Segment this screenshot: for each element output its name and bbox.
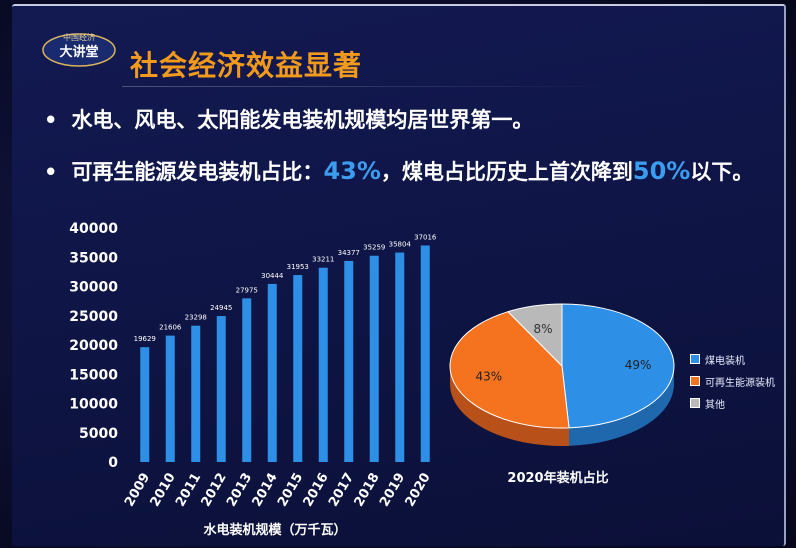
bar-value-label: 19629: [134, 335, 156, 343]
bar-2019: [395, 252, 405, 462]
x-tick-label: 2015: [275, 471, 306, 510]
legend-label: 可再生能源装机: [705, 377, 775, 389]
bar-2016: [318, 267, 328, 462]
legend-label: 煤电装机: [705, 355, 745, 367]
y-tick-label: 25000: [69, 309, 118, 325]
legend-item: 其他: [690, 392, 775, 414]
title-underline: [122, 86, 622, 87]
bar-value-label: 27975: [236, 286, 258, 294]
x-tick-label: 2011: [173, 471, 204, 510]
y-tick-label: 35000: [69, 250, 118, 266]
bar-2012: [216, 316, 226, 462]
y-tick-label: 10000: [69, 397, 118, 413]
bar-value-label: 33211: [312, 256, 334, 264]
legend-swatch: [690, 376, 700, 386]
bar-2011: [191, 325, 201, 462]
pie-slice-可再生能源装机: [449, 311, 570, 429]
bullet-world-first: • 水电、风电、太阳能发电装机规模均居世界第一。: [44, 104, 533, 134]
bullet-dot: •: [44, 160, 58, 184]
x-tick-label: 2019: [377, 471, 408, 510]
bar-value-label: 35259: [363, 244, 385, 252]
bar-2015: [293, 275, 303, 462]
y-tick-label: 0: [108, 455, 118, 471]
bar-2013: [242, 298, 252, 462]
y-tick-label: 5000: [79, 426, 118, 442]
pie-value-label: 43%: [476, 370, 503, 384]
x-tick-label: 2009: [122, 471, 153, 510]
legend-swatch: [690, 354, 700, 364]
legend-swatch: [690, 398, 700, 408]
y-tick-label: 30000: [69, 280, 118, 296]
x-tick-label: 2010: [148, 471, 179, 510]
bar-2009: [140, 347, 150, 462]
slide-title: 社会经济效益显著: [130, 49, 363, 82]
bar-value-label: 21606: [159, 324, 182, 332]
bar-2017: [344, 260, 354, 462]
bullet2-suffix: 以下。: [690, 160, 754, 184]
x-tick-label: 2017: [326, 471, 357, 510]
pie-side-1: [450, 366, 570, 446]
pie-slice-其他: [507, 303, 563, 368]
pie-side-0: [569, 366, 674, 446]
bullet-renewable-share: • 可再生能源发电装机占比：43%，煤电占比历史上首次降到50%以下。: [44, 156, 753, 186]
x-tick-label: 2018: [352, 471, 383, 510]
x-axis-title: 水电装机规模（万千瓦）: [203, 522, 346, 538]
y-tick-label: 40000: [69, 221, 118, 237]
coal-share-value: 50%: [632, 157, 691, 185]
x-tick-label: 2014: [250, 471, 281, 510]
legend-item: 煤电装机: [690, 348, 775, 370]
pie-value-label: 8%: [534, 322, 553, 336]
renewable-share-value: 43%: [323, 157, 381, 185]
legend-label: 其他: [705, 399, 725, 411]
hydro-capacity-bar-chart: 0 5000 10000 15000 20000 25000 30000 35000 40000…: [69, 221, 437, 538]
bar-value-label: 30444: [261, 272, 284, 280]
program-logo: 中国经济 大讲堂: [42, 32, 116, 67]
bar-2018: [369, 255, 379, 462]
bar-2020: [420, 245, 430, 462]
bullet1-text: 水电、风电、太阳能发电装机规模均居世界第一。: [71, 108, 534, 132]
y-tick-label: 15000: [69, 367, 118, 383]
bullet-dot: •: [44, 108, 58, 132]
x-tick-label: 2012: [199, 471, 230, 510]
bullet2-middle: ，煤电占比历史上首次降到: [380, 160, 633, 184]
slide-screen: 中国经济 大讲堂 社会经济效益显著 • 水电、风电、太阳能发电装机规模均居世界第一…: [12, 4, 786, 546]
bar-value-label: 31953: [287, 263, 309, 271]
legend-item: 可再生能源装机: [690, 370, 775, 392]
bar-2014: [267, 283, 277, 462]
installed-capacity-pie-chart: 49% 43% 8% 2020年装机占比: [449, 303, 675, 486]
x-tick-label: 2020: [403, 471, 434, 510]
x-tick-label: 2016: [301, 471, 332, 510]
x-tick-label: 2013: [224, 471, 255, 510]
logo-text: 大讲堂: [59, 44, 98, 60]
y-tick-label: 20000: [69, 338, 118, 354]
pie-title: 2020年装机占比: [507, 470, 608, 486]
pie-legend: 煤电装机可再生能源装机 其他: [690, 348, 775, 414]
bar-value-label: 34377: [338, 249, 360, 257]
bar-value-label: 23298: [185, 314, 207, 322]
bar-value-label: 37016: [414, 233, 437, 241]
logo-small-text: 中国经济: [63, 32, 95, 42]
pie-value-label: 49%: [625, 358, 652, 372]
pie-slice-煤电装机: [561, 303, 675, 429]
bullet2-prefix: 可再生能源发电装机占比：: [71, 160, 324, 184]
bar-value-label: 24945: [210, 304, 232, 312]
bar-value-label: 35804: [389, 241, 412, 249]
bar-2010: [165, 335, 175, 462]
